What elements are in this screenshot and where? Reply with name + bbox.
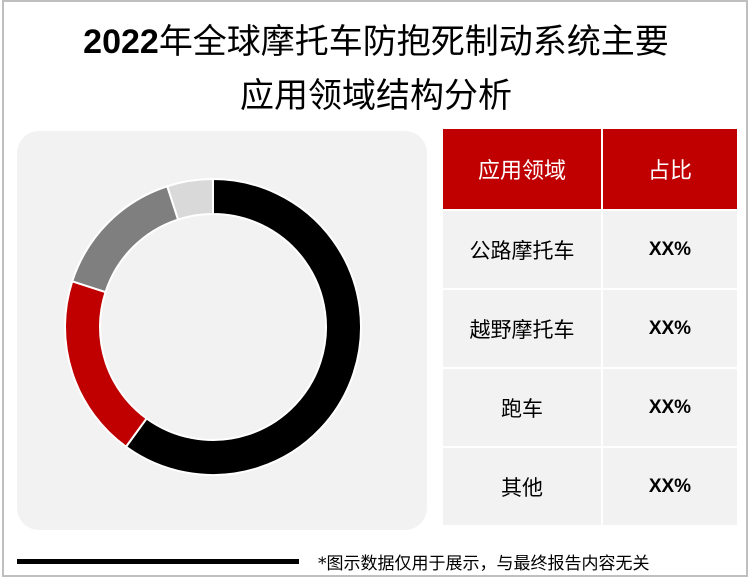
footer-divider <box>17 559 299 564</box>
row-label: 公路摩托车 <box>443 211 601 288</box>
table-row: 越野摩托车 XX% <box>443 288 737 367</box>
footnote: *图示数据仅用于展示，与最终报告内容无关 <box>318 554 650 574</box>
header-share: 占比 <box>602 129 737 209</box>
table-header-row: 应用领域 占比 <box>443 129 737 209</box>
row-value: XX% <box>602 211 737 288</box>
title-line-2: 应用领域结构分析 <box>240 76 512 116</box>
table-row: 其他 XX% <box>443 446 737 525</box>
title-line-1-text: 年全球摩托车防抱死制动系统主要 <box>158 22 669 62</box>
row-label: 其他 <box>443 448 601 525</box>
donut-chart <box>64 177 362 476</box>
donut-slice <box>64 280 148 449</box>
table-row: 跑车 XX% <box>443 367 737 446</box>
title-line-1: 2022年全球摩托车防抱死制动系统主要 <box>0 21 752 63</box>
frame-top-border <box>2 0 748 2</box>
row-value: XX% <box>602 290 737 367</box>
row-label: 跑车 <box>443 369 601 446</box>
table-row: 公路摩托车 XX% <box>443 209 737 288</box>
donut-slice <box>70 184 180 294</box>
row-value: XX% <box>602 448 737 525</box>
row-value: XX% <box>602 369 737 446</box>
donut-slice <box>124 177 362 476</box>
donut-chart-panel <box>17 131 427 530</box>
donut-slice <box>166 177 214 221</box>
row-label: 越野摩托车 <box>443 290 601 367</box>
title-year: 2022 <box>83 23 159 61</box>
header-category: 应用领域 <box>443 129 601 209</box>
legend-table: 应用领域 占比 公路摩托车 XX% 越野摩托车 XX% 跑车 XX% 其他 XX… <box>443 129 737 525</box>
